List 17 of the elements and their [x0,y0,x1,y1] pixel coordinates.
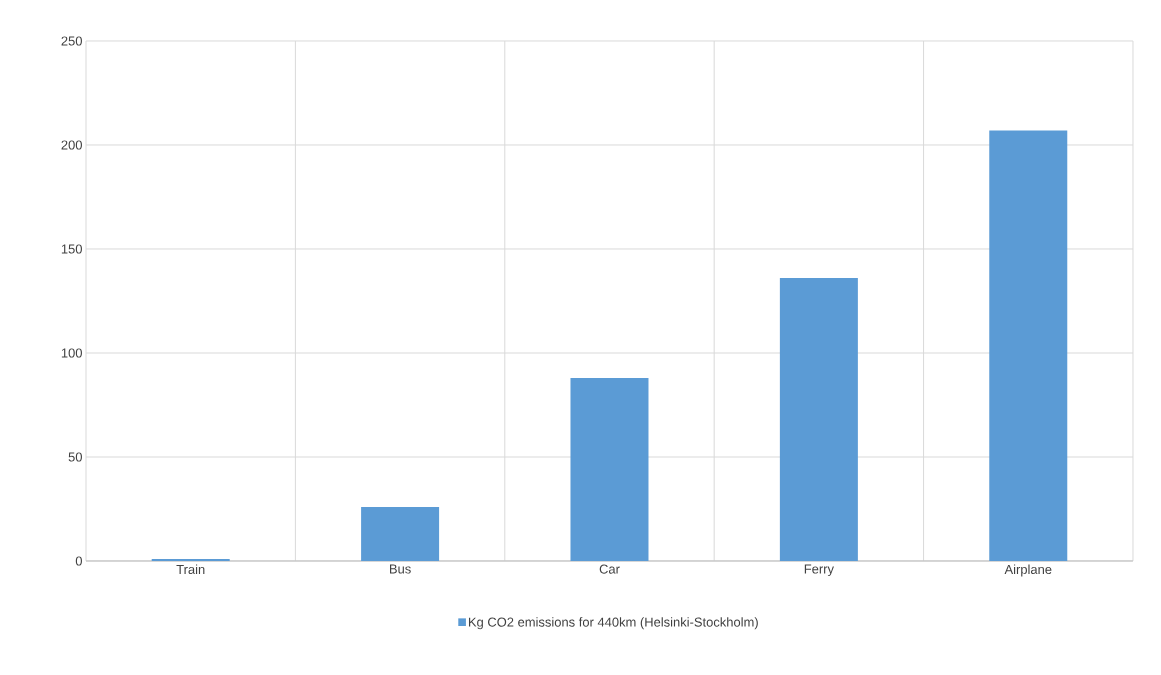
x-tick-label: Bus [390,564,411,574]
x-tick-label: Airplane [1004,564,1052,577]
x-tick-label: Ferry [804,564,834,577]
y-tick-label: 0 [75,556,82,566]
bar [779,278,858,561]
bar [151,558,230,561]
legend-label: Kg CO2 emissions for 440km (Helsinki-Stockholm) [468,617,758,630]
y-tick-label: 250 [61,36,82,46]
y-tick-label: 200 [61,140,82,150]
y-tick-label: 50 [68,452,82,462]
y-tick-label: 150 [61,244,82,254]
bar [570,377,649,561]
y-tick-label: 100 [61,348,82,358]
bar [361,506,440,561]
bar [989,130,1068,561]
x-tick-label: Car [599,564,620,574]
x-tick-label: Train [176,564,205,575]
